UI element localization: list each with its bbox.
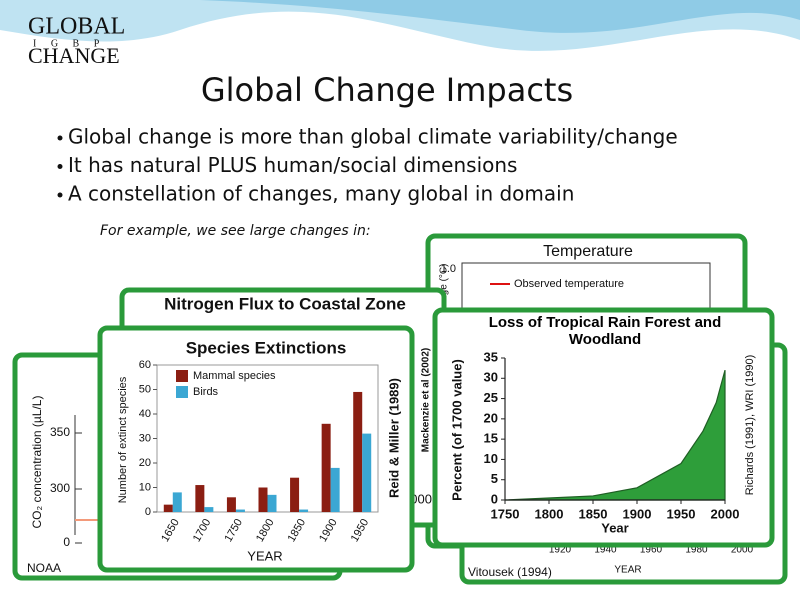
- y-axis-label: ange (°C): [439, 264, 450, 307]
- x-axis-label: YEAR: [247, 548, 282, 563]
- y-tick-label: 20: [139, 457, 151, 469]
- logo-line: CHANGE: [28, 43, 120, 68]
- citation: Mackenzie et al (2002): [421, 348, 432, 453]
- y-tick-label: 30: [139, 432, 151, 444]
- bar: [299, 509, 309, 512]
- bar: [163, 504, 173, 512]
- citation: Reid & Miller (1989): [386, 378, 401, 498]
- x-tick-label: 1940: [594, 545, 617, 556]
- bar: [235, 509, 245, 512]
- wave: [200, 0, 800, 33]
- bar: [330, 467, 340, 512]
- card-title: Temperature: [543, 243, 633, 260]
- y-tick-label: 40: [139, 408, 151, 420]
- legend-label: Mammal species: [193, 370, 276, 382]
- legend-swatch: [176, 370, 188, 382]
- bullet-list: Global change is more than global climat…: [57, 125, 678, 206]
- y-tick-label: 350: [50, 425, 70, 439]
- legend-label: Observed temperature: [514, 278, 624, 290]
- y-tick-label: 25: [484, 390, 498, 405]
- bar: [204, 507, 214, 512]
- x-tick-label: 1850: [579, 506, 608, 521]
- bullet-dot: [57, 164, 63, 169]
- bar: [362, 433, 372, 512]
- bar: [258, 487, 268, 512]
- x-tick-label: 1950: [667, 506, 696, 521]
- y-tick-label: 20: [484, 410, 498, 425]
- logo-line: I G B P: [33, 38, 105, 49]
- y-tick-label: 0: [63, 535, 70, 549]
- bullet: A constellation of changes, many global …: [68, 182, 574, 206]
- card-title: Nitrogen Flux to Coastal Zone: [164, 294, 406, 313]
- card: Loss of Tropical Rain Forest and Woodlan…: [432, 307, 775, 548]
- y-axis-label: Percent (of 1700 value): [449, 359, 464, 501]
- y-tick-label: 35: [484, 349, 498, 364]
- logo-line: GLOBAL: [28, 14, 125, 40]
- y-tick-label: 10: [484, 451, 498, 466]
- y-tick-label: 0: [491, 491, 498, 506]
- y-axis-label: CO₂ concentration (µL/L): [30, 396, 44, 529]
- slide-title: Global Change Impacts: [201, 71, 573, 109]
- bullet: Global change is more than global climat…: [68, 125, 678, 149]
- fragment: 000: [410, 491, 432, 506]
- y-tick-label: 60: [139, 359, 151, 371]
- x-tick-label: 1920: [549, 545, 572, 556]
- citation: Richards (1991), WRI (1990): [744, 355, 756, 496]
- bar: [353, 391, 363, 512]
- chart-title: Loss of Tropical Rain Forest and Woodlan…: [488, 314, 722, 348]
- bar: [226, 497, 236, 512]
- legend-label: Birds: [193, 386, 219, 398]
- bar: [290, 477, 300, 512]
- x-axis-label: Year: [601, 520, 628, 535]
- y-tick-label: 300: [50, 481, 70, 495]
- bullet-dot: [57, 135, 63, 141]
- y-tick-label: 15: [484, 431, 498, 446]
- bullet-dot: [57, 192, 63, 198]
- x-tick-label: 1750: [491, 506, 520, 521]
- x-axis-label: YEAR: [614, 565, 641, 576]
- bar: [267, 494, 277, 512]
- note: For example, we see large changes in:: [100, 223, 371, 239]
- bullet: It has natural PLUS human/social dimensi…: [68, 153, 517, 177]
- x-tick-label: 2000: [711, 506, 740, 521]
- y-tick-label: 5: [491, 471, 498, 486]
- y-tick-label: 50: [139, 383, 151, 395]
- bar: [321, 423, 331, 512]
- x-tick-label: 1960: [640, 545, 663, 556]
- y-tick-label: 30: [484, 370, 498, 385]
- y-axis-label: Number of extinct species: [117, 376, 129, 503]
- y-tick-label: 1.0: [441, 263, 456, 275]
- y-tick-label: 10: [139, 481, 151, 493]
- x-tick-label: 1900: [623, 506, 652, 521]
- x-tick-label: 1800: [535, 506, 564, 521]
- chart-title: Species Extinctions: [186, 338, 347, 357]
- bar: [172, 492, 182, 512]
- y-tick-label: 0: [145, 506, 151, 518]
- source: NOAA: [27, 561, 61, 575]
- bar: [195, 485, 205, 512]
- x-tick-label: 1980: [685, 545, 708, 556]
- title-box: Loss of Tropical Rain Forest and Woodlan…: [488, 314, 722, 348]
- x-tick-label: 2000: [731, 545, 754, 556]
- citation: Vitousek (1994): [468, 565, 552, 579]
- legend-swatch: [176, 386, 188, 398]
- area: [504, 370, 726, 501]
- cards: Temperature 1.0 Observed temperature ange (…: [12, 233, 788, 585]
